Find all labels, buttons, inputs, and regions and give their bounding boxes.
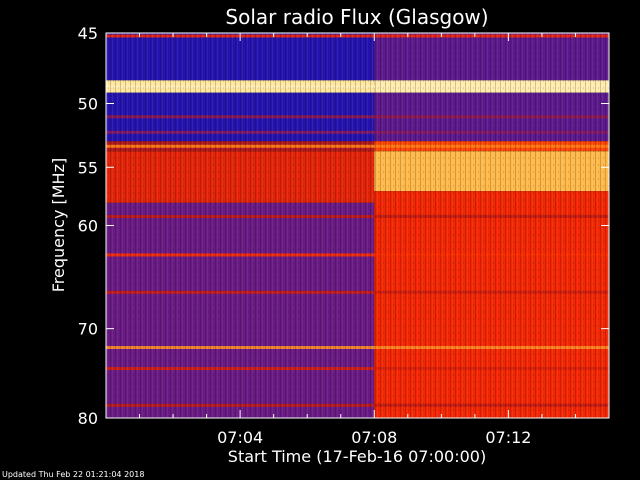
y-tick-label: 45 xyxy=(78,24,98,43)
y-tick-label: 55 xyxy=(78,158,98,177)
y-tick-label: 50 xyxy=(78,95,98,114)
plot-area xyxy=(106,33,609,418)
y-axis: 45 50 55 60 70 80 xyxy=(78,24,609,428)
chart-title: Solar radio Flux (Glasgow) xyxy=(225,5,488,29)
noise-texture xyxy=(106,33,609,418)
y-axis-label: Frequency [MHz] xyxy=(49,158,68,292)
x-tick-label: 07:12 xyxy=(485,428,531,447)
x-tick-label: 07:04 xyxy=(217,428,263,447)
y-tick-label: 60 xyxy=(78,217,98,236)
updated-timestamp: Updated Thu Feb 22 01:21:04 2018 xyxy=(2,470,144,479)
x-axis: 07:04 07:08 07:12 xyxy=(139,33,576,447)
y-tick-label: 70 xyxy=(78,320,98,339)
x-axis-label: Start Time (17-Feb-16 07:00:00) xyxy=(228,447,486,466)
x-tick-label: 07:08 xyxy=(351,428,397,447)
y-tick-label: 80 xyxy=(78,409,98,428)
